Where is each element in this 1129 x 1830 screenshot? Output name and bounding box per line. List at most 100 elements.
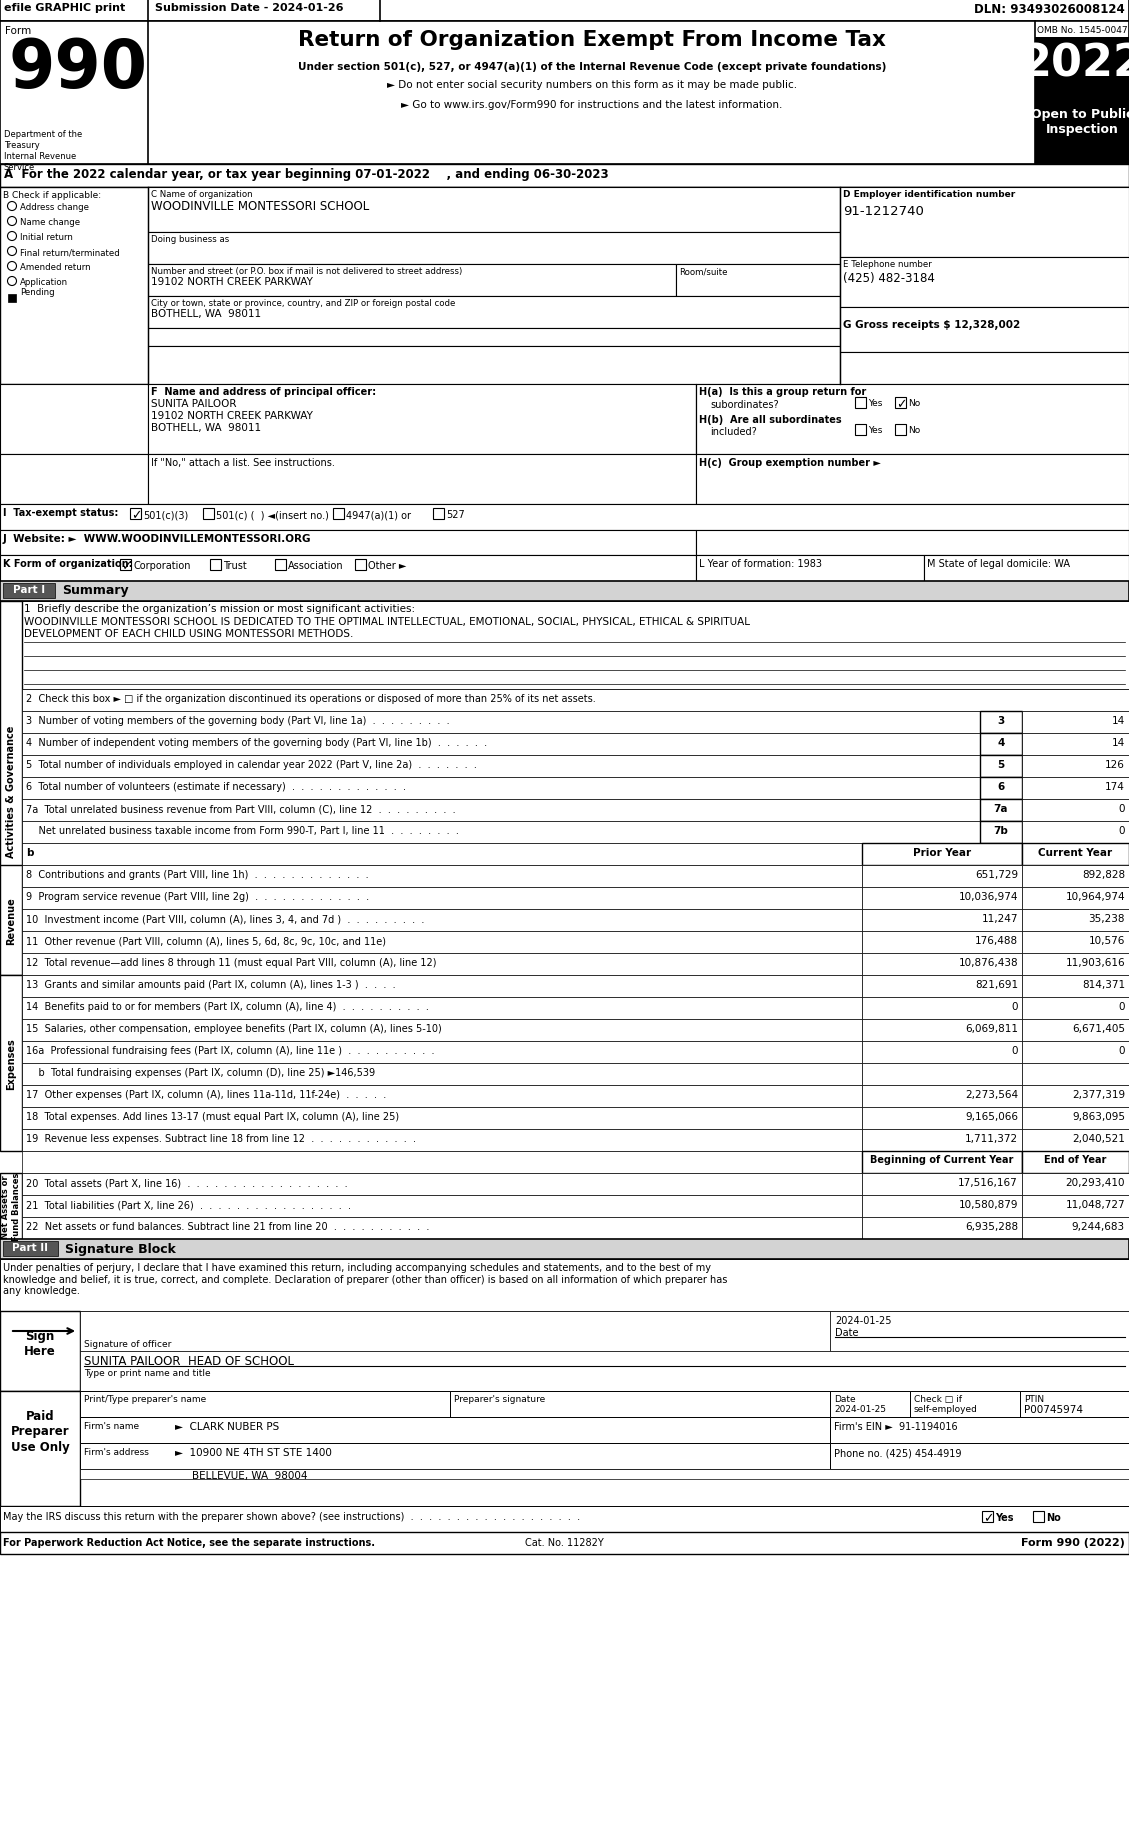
Bar [0, 866, 21, 975]
Bar [21, 997, 863, 1019]
Bar [80, 1416, 830, 1444]
Bar [21, 866, 863, 888]
Bar [21, 778, 980, 800]
Bar [1022, 756, 1129, 778]
Text: 1,711,372: 1,711,372 [965, 1133, 1018, 1144]
Text: 91-1212740: 91-1212740 [843, 205, 924, 218]
Text: 10,580,879: 10,580,879 [959, 1199, 1018, 1210]
Text: Open to Public
Inspection: Open to Public Inspection [1031, 108, 1129, 135]
Text: City or town, state or province, country, and ZIP or foreign postal code: City or town, state or province, country… [151, 298, 455, 307]
Bar [130, 509, 141, 520]
Text: b  Total fundraising expenses (Part IX, column (D), line 25) ►146,539: b Total fundraising expenses (Part IX, c… [26, 1067, 375, 1078]
Bar [863, 975, 1022, 997]
Text: May the IRS discuss this return with the preparer shown above? (see instructions: May the IRS discuss this return with the… [3, 1512, 580, 1521]
Text: F  Name and address of principal officer:: F Name and address of principal officer: [151, 386, 376, 397]
Text: ►  10900 NE 4TH ST STE 1400: ► 10900 NE 4TH ST STE 1400 [175, 1448, 332, 1457]
Bar [148, 296, 840, 329]
Text: BELLEVUE, WA  98004: BELLEVUE, WA 98004 [192, 1469, 308, 1480]
Bar [863, 953, 1022, 975]
Text: 651,729: 651,729 [974, 869, 1018, 880]
Text: 3: 3 [997, 716, 1005, 727]
Bar [1022, 910, 1129, 931]
Bar [21, 1063, 863, 1085]
Text: 6: 6 [997, 781, 1005, 792]
Text: SUNITA PAILOOR: SUNITA PAILOOR [151, 399, 236, 408]
Text: Beginning of Current Year: Beginning of Current Year [870, 1155, 1014, 1164]
Bar [21, 931, 863, 953]
Bar [1022, 866, 1129, 888]
Text: ► Do not enter social security numbers on this form as it may be made public.: ► Do not enter social security numbers o… [387, 81, 797, 90]
Bar [676, 265, 840, 296]
Text: 20,293,410: 20,293,410 [1066, 1177, 1124, 1188]
Text: Cat. No. 11282Y: Cat. No. 11282Y [525, 1537, 603, 1546]
Bar [1022, 1173, 1129, 1195]
Bar [148, 265, 676, 296]
Text: 2024-01-25: 2024-01-25 [835, 1316, 892, 1325]
Text: Number and street (or P.O. box if mail is not delivered to street address): Number and street (or P.O. box if mail i… [151, 267, 462, 276]
Bar [1022, 1151, 1129, 1173]
Text: b: b [26, 847, 34, 858]
Text: Room/suite: Room/suite [679, 267, 727, 276]
Text: 16a  Professional fundraising fees (Part IX, column (A), line 11e )  .  .  .  . : 16a Professional fundraising fees (Part … [26, 1045, 435, 1056]
Bar [333, 509, 344, 520]
Text: 821,691: 821,691 [974, 979, 1018, 990]
Text: Phone no. (425) 454-4919: Phone no. (425) 454-4919 [834, 1448, 962, 1457]
Bar [1022, 1217, 1129, 1239]
Text: 11,903,616: 11,903,616 [1066, 957, 1124, 968]
Text: Return of Organization Exempt From Income Tax: Return of Organization Exempt From Incom… [298, 29, 886, 49]
Bar [863, 1019, 1022, 1041]
Text: 174: 174 [1105, 781, 1124, 792]
Bar [1019, 1391, 1129, 1416]
Text: Preparer's signature: Preparer's signature [454, 1394, 545, 1404]
Text: Trust: Trust [224, 560, 247, 571]
Text: 2022: 2022 [1019, 42, 1129, 84]
Bar [203, 509, 215, 520]
Bar [1022, 712, 1129, 734]
Bar [450, 1391, 830, 1416]
Text: Department of the: Department of the [5, 130, 82, 139]
Bar [21, 1173, 863, 1195]
Bar [1022, 1063, 1129, 1085]
Text: Yes: Yes [868, 426, 883, 436]
Text: H(b)  Are all subordinates: H(b) Are all subordinates [699, 415, 841, 425]
Bar [1035, 101, 1129, 165]
Bar [21, 1217, 863, 1239]
Text: OMB No. 1545-0047: OMB No. 1545-0047 [1036, 26, 1128, 35]
Text: Type or print name and title: Type or print name and title [84, 1369, 211, 1378]
Text: Association: Association [288, 560, 343, 571]
Bar [0, 582, 1129, 602]
Text: 4947(a)(1) or: 4947(a)(1) or [345, 511, 411, 520]
Bar [1022, 997, 1129, 1019]
Text: BOTHELL, WA  98011: BOTHELL, WA 98011 [151, 423, 261, 432]
Text: 0: 0 [1012, 1001, 1018, 1012]
Text: 4  Number of independent voting members of the governing body (Part VI, line 1b): 4 Number of independent voting members o… [26, 737, 487, 748]
Bar [863, 866, 1022, 888]
Bar [21, 800, 980, 822]
Bar [1022, 1085, 1129, 1107]
Text: 3  Number of voting members of the governing body (Part VI, line 1a)  .  .  .  .: 3 Number of voting members of the govern… [26, 716, 449, 727]
Bar [840, 307, 1129, 353]
Bar [840, 258, 1129, 307]
Text: H(c)  Group exemption number ►: H(c) Group exemption number ► [699, 458, 881, 468]
Bar [21, 953, 863, 975]
Text: Paid
Preparer
Use Only: Paid Preparer Use Only [10, 1409, 69, 1453]
Text: ►  CLARK NUBER PS: ► CLARK NUBER PS [175, 1422, 279, 1431]
Text: 527: 527 [446, 511, 465, 520]
Text: Firm's EIN ►  91-1194016: Firm's EIN ► 91-1194016 [834, 1422, 957, 1431]
Bar [980, 734, 1022, 756]
Text: 6  Total number of volunteers (estimate if necessary)  .  .  .  .  .  .  .  .  .: 6 Total number of volunteers (estimate i… [26, 781, 406, 792]
Text: 17  Other expenses (Part IX, column (A), lines 11a-11d, 11f-24e)  .  .  .  .  .: 17 Other expenses (Part IX, column (A), … [26, 1089, 386, 1100]
Bar [0, 531, 695, 556]
Bar [148, 232, 840, 265]
Text: 501(c)(3): 501(c)(3) [143, 511, 189, 520]
Text: Corporation: Corporation [133, 560, 191, 571]
Bar [0, 454, 148, 505]
Bar [863, 1217, 1022, 1239]
Text: 0: 0 [1119, 825, 1124, 836]
Bar [3, 1241, 58, 1257]
Text: M State of legal domicile: WA: M State of legal domicile: WA [927, 558, 1070, 569]
Text: Signature of officer: Signature of officer [84, 1340, 172, 1349]
Bar [21, 1041, 863, 1063]
Bar [1022, 734, 1129, 756]
Text: 8  Contributions and grants (Part VIII, line 1h)  .  .  .  .  .  .  .  .  .  .  : 8 Contributions and grants (Part VIII, l… [26, 869, 369, 880]
